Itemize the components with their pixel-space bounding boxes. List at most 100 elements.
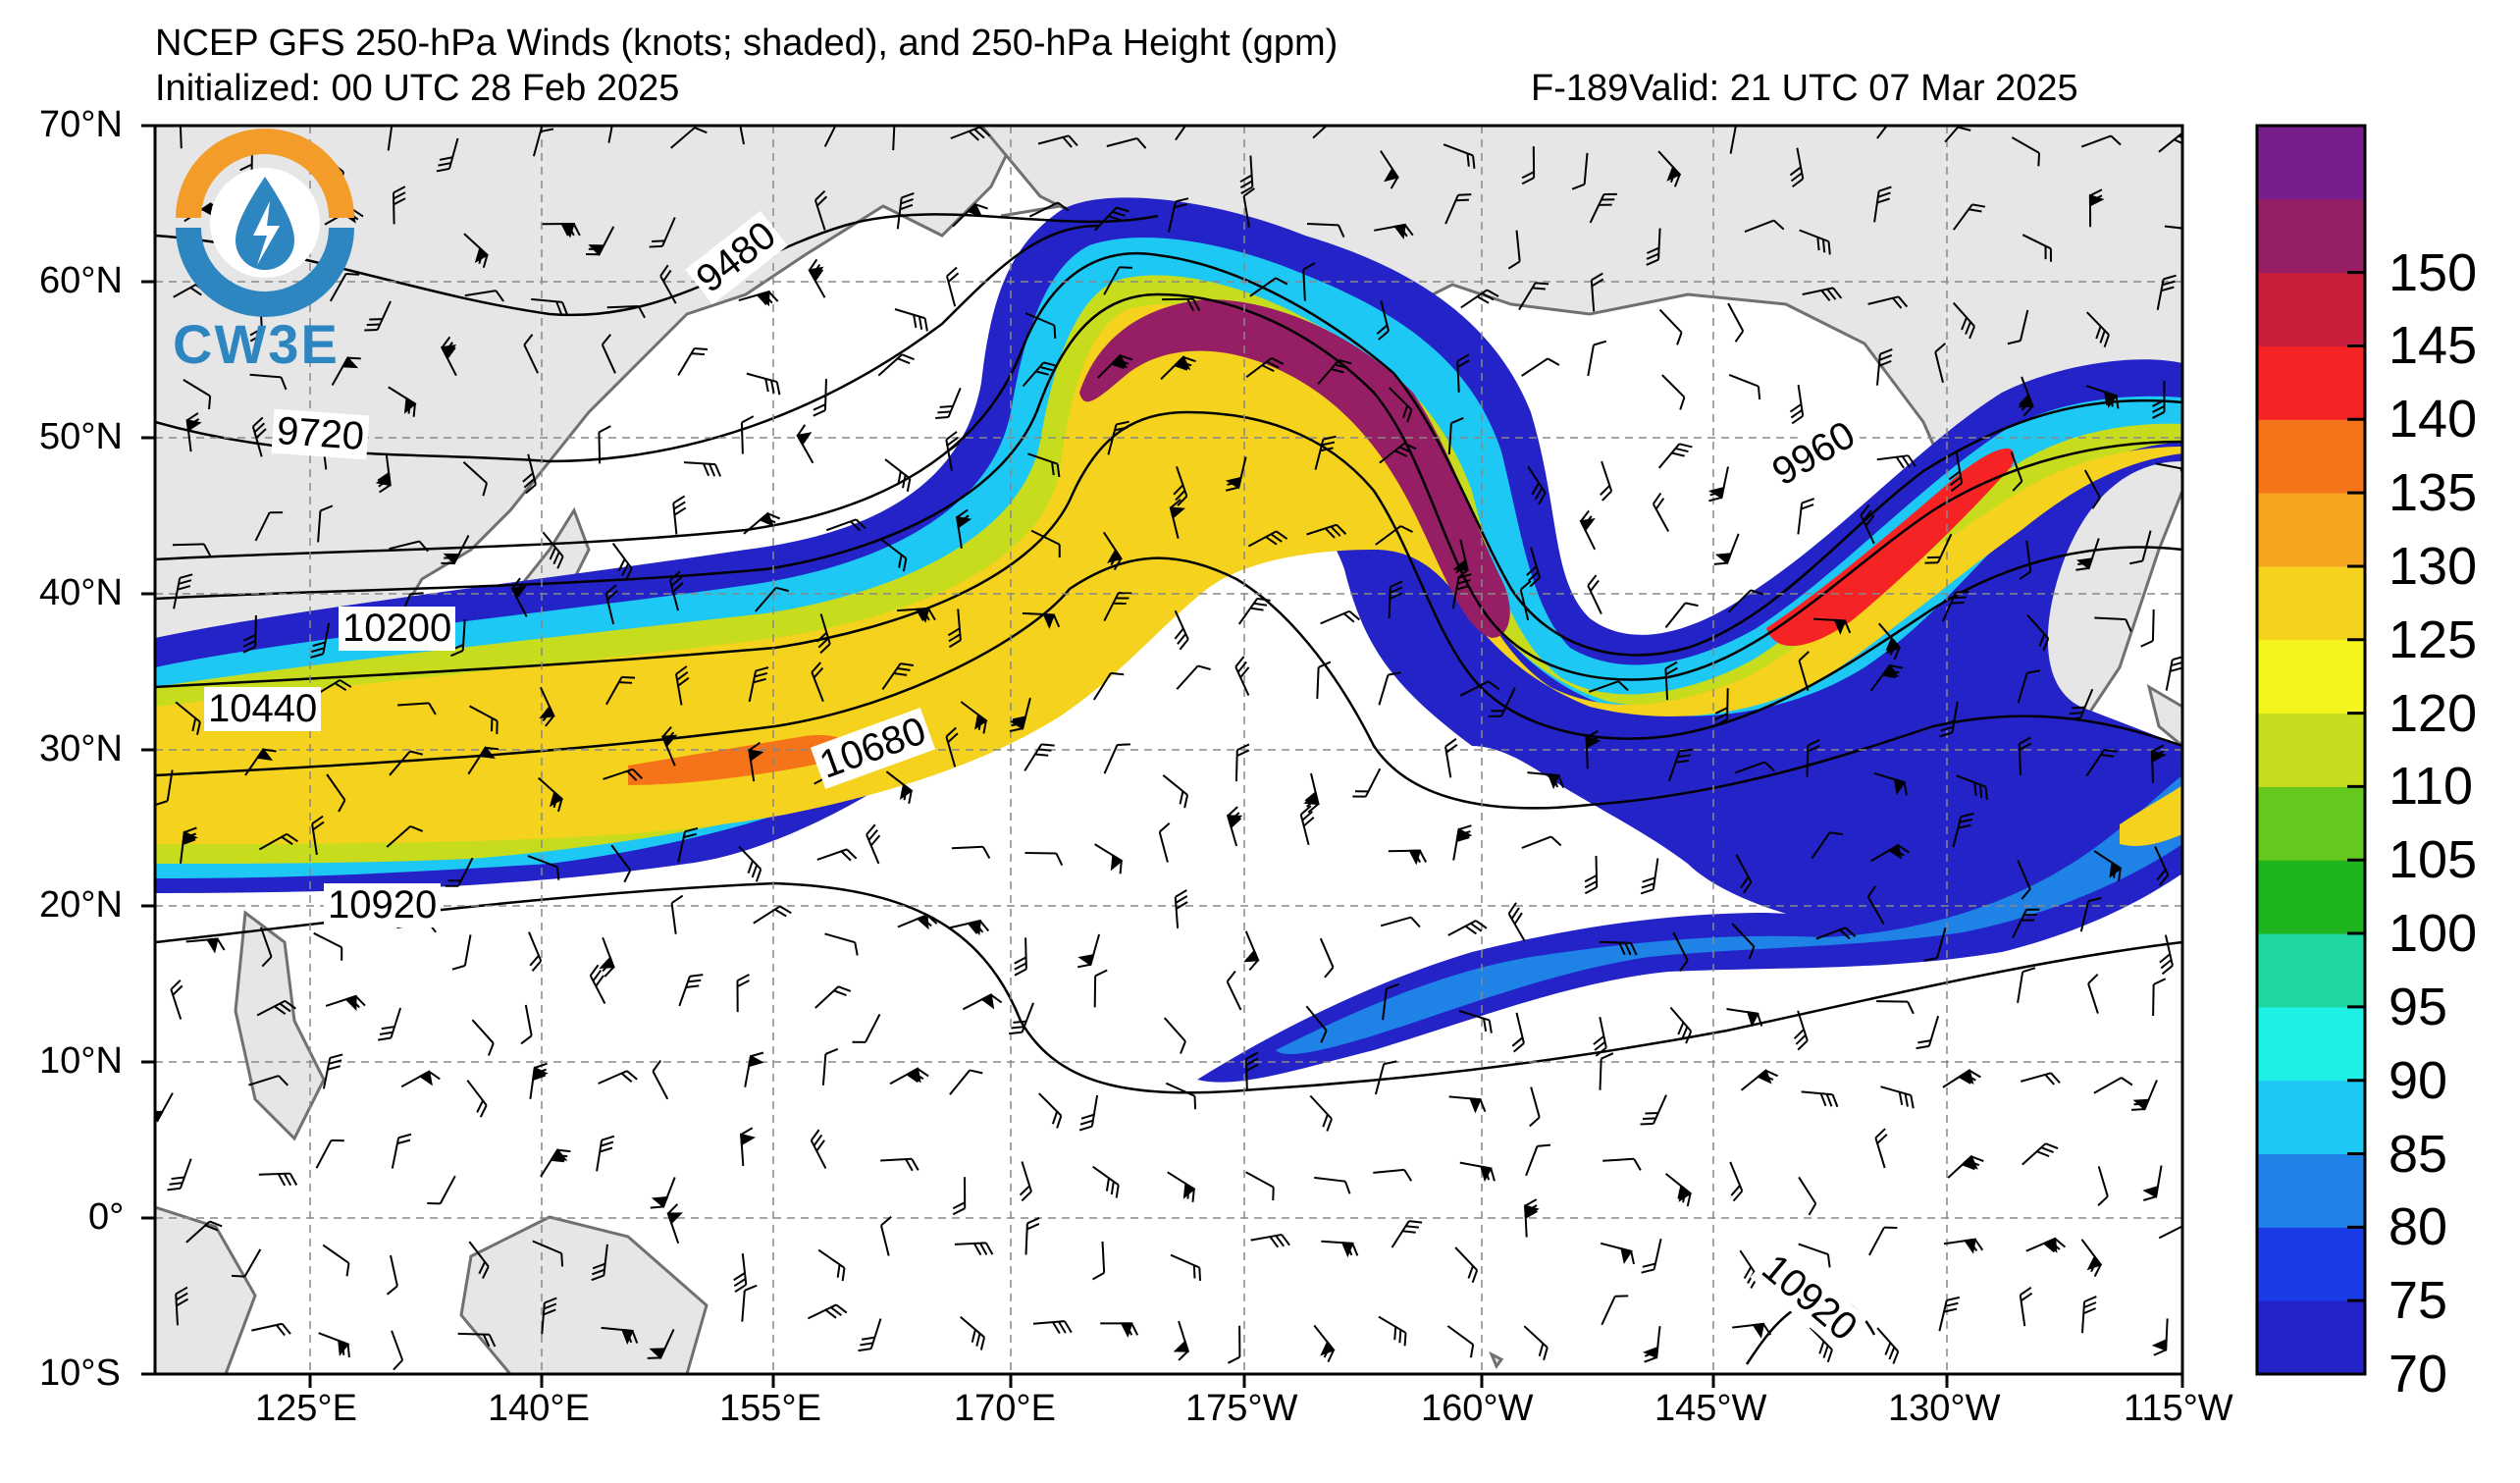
wind-barb bbox=[1037, 134, 1078, 148]
wind-barb bbox=[946, 266, 960, 307]
wind-barb bbox=[523, 334, 540, 374]
colorbar-label: 125 bbox=[2389, 609, 2478, 669]
wind-barb bbox=[2010, 450, 2023, 492]
wind-barb bbox=[1160, 355, 1196, 381]
wind-barb bbox=[2067, 688, 2094, 720]
wind-barb bbox=[185, 1220, 223, 1244]
wind-barb bbox=[1459, 680, 1500, 697]
wind-barb bbox=[1600, 1242, 1635, 1265]
wind-barb bbox=[733, 1252, 748, 1294]
wind-barb bbox=[1948, 451, 1964, 493]
wind-barb bbox=[466, 1080, 488, 1118]
lon-label-145w: 145°W bbox=[1654, 1388, 1767, 1429]
wind-barb bbox=[1245, 1171, 1275, 1201]
wind-barb bbox=[2019, 1286, 2033, 1327]
contour-10920-north bbox=[155, 881, 2182, 1094]
forecast-hour: F-189 bbox=[1531, 68, 1629, 109]
wind-barb bbox=[259, 927, 273, 968]
wind-barb bbox=[1444, 738, 1458, 778]
wind-barb bbox=[180, 826, 198, 864]
wind-barb bbox=[683, 461, 722, 477]
wind-barb bbox=[1078, 1094, 1099, 1132]
wind-barb bbox=[2158, 1223, 2182, 1240]
wind-barb bbox=[542, 531, 564, 569]
wind-barb bbox=[1227, 1325, 1241, 1364]
wind-barb bbox=[889, 1067, 929, 1086]
wind-barb bbox=[896, 192, 915, 230]
wind-barb bbox=[1527, 465, 1547, 505]
wind-barb bbox=[1672, 931, 1689, 973]
wind-barb bbox=[378, 1007, 402, 1041]
wind-barb bbox=[2007, 309, 2029, 345]
wind-barb bbox=[1174, 609, 1189, 651]
wind-barb bbox=[1454, 1246, 1479, 1284]
contour-label-10440: 10440 bbox=[204, 687, 322, 731]
jet-subtropical-85kt bbox=[1276, 775, 2182, 1055]
wind-barb bbox=[445, 857, 474, 887]
wind-barb bbox=[1640, 858, 1659, 895]
wind-barb bbox=[315, 1139, 344, 1169]
wind-barb bbox=[185, 412, 202, 452]
wind-barb bbox=[1947, 1154, 1984, 1179]
wind-barb bbox=[814, 985, 852, 1009]
wind-barb bbox=[1657, 443, 1693, 469]
wind-barb bbox=[2017, 669, 2041, 704]
wind-barb bbox=[960, 701, 988, 734]
wind-barb bbox=[1873, 771, 1908, 796]
wind-barb bbox=[1452, 824, 1473, 861]
contour-10440 bbox=[155, 410, 2182, 740]
wind-barb bbox=[880, 538, 908, 572]
colorbar-label: 80 bbox=[2389, 1197, 2448, 1257]
wind-barb bbox=[251, 1322, 291, 1337]
wind-barb bbox=[1022, 611, 1061, 629]
lat-label-10n: 10°N bbox=[39, 1040, 123, 1082]
wind-barb bbox=[1868, 1226, 1898, 1256]
wind-barb bbox=[542, 222, 581, 238]
wind-barb bbox=[175, 701, 201, 735]
wind-barb bbox=[1579, 509, 1597, 551]
wind-barb bbox=[1299, 805, 1315, 846]
wind-barb bbox=[1027, 452, 1061, 478]
wind-barb bbox=[1305, 1005, 1328, 1043]
wind-barb bbox=[1601, 1295, 1629, 1326]
colorbar-label: 75 bbox=[2389, 1271, 2448, 1331]
cw3e-logo bbox=[176, 129, 354, 317]
wind-barb bbox=[945, 431, 960, 471]
wind-barb bbox=[2131, 1080, 2158, 1111]
wind-barb bbox=[471, 1019, 495, 1056]
wind-barb bbox=[2158, 131, 2182, 153]
wind-barb bbox=[436, 137, 459, 173]
wind-barb bbox=[1459, 1161, 1496, 1183]
wind-barb bbox=[244, 747, 277, 776]
wind-barb bbox=[1032, 1320, 1073, 1335]
wind-barb bbox=[1602, 1157, 1642, 1171]
wind-barb bbox=[738, 290, 779, 307]
wind-barb bbox=[183, 379, 212, 409]
colorbar-label: 140 bbox=[2389, 390, 2478, 450]
wind-barb bbox=[540, 1148, 571, 1178]
wind-barb bbox=[1103, 743, 1130, 774]
wind-barb bbox=[1585, 730, 1601, 769]
wind-barb bbox=[1714, 688, 1729, 726]
wind-barb bbox=[1923, 927, 1947, 962]
wind-barb bbox=[2083, 469, 2101, 509]
wind-barb bbox=[748, 666, 769, 703]
contour-9960 bbox=[155, 251, 2182, 657]
lat-label-40n: 40°N bbox=[39, 572, 123, 613]
lat-label-50n: 50°N bbox=[39, 416, 123, 457]
wind-barb bbox=[605, 675, 636, 706]
wind-barb bbox=[885, 770, 914, 805]
wind-barb bbox=[1731, 923, 1756, 960]
wind-barb bbox=[2079, 897, 2102, 932]
wind-barb bbox=[392, 185, 406, 225]
wind-barb bbox=[397, 702, 437, 715]
wind-barb bbox=[740, 415, 755, 454]
wind-barb bbox=[650, 1177, 676, 1209]
wind-barb bbox=[955, 508, 972, 549]
lon-label-140e: 140°E bbox=[488, 1388, 590, 1429]
wind-barb bbox=[1942, 590, 1969, 622]
wind-barb bbox=[1938, 1296, 1961, 1332]
wind-barb bbox=[457, 1332, 497, 1348]
wind-barb bbox=[1600, 460, 1613, 502]
wind-barb bbox=[155, 769, 174, 807]
